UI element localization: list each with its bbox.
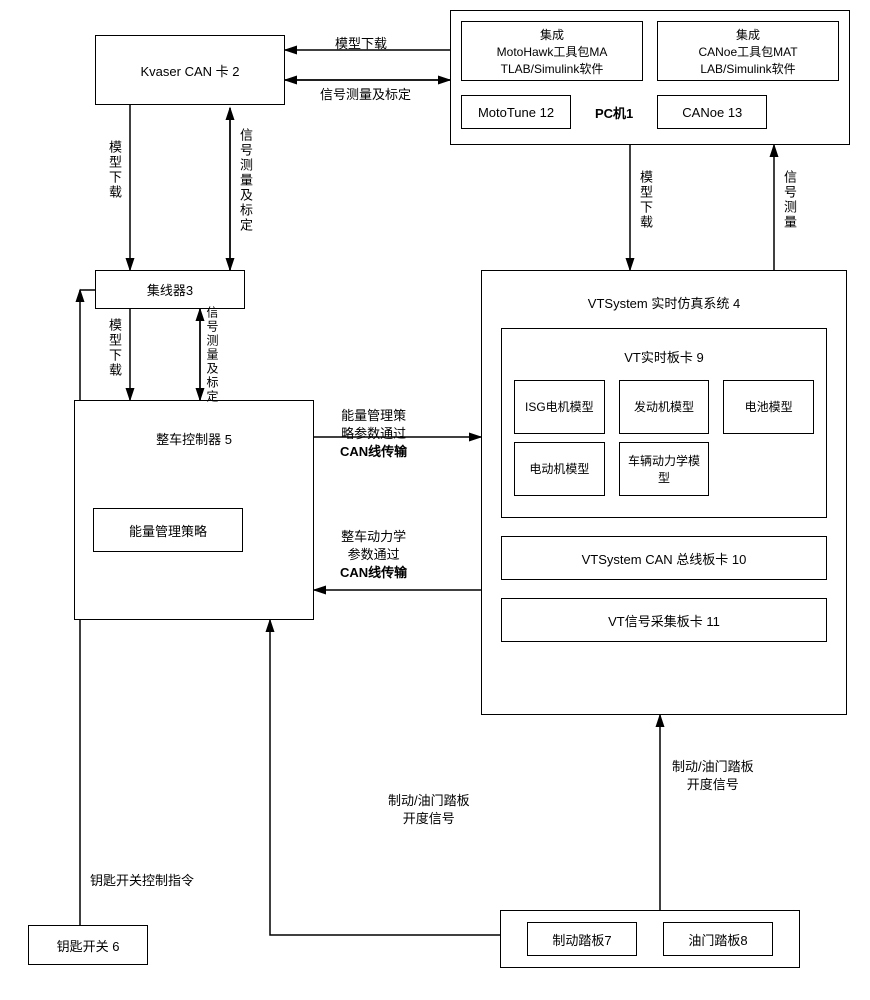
battery-box: 电池模型 xyxy=(723,380,814,434)
sw2-l1: 集成 xyxy=(736,26,760,43)
pc-title: PC机1 xyxy=(595,103,633,122)
canboard-box: VTSystem CAN 总线板卡 10 xyxy=(501,536,827,580)
mototune-box: MotoTune 12 xyxy=(461,95,571,129)
sw2-l2: CANoe工具包MAT xyxy=(698,43,797,60)
hub-label: 集线器3 xyxy=(147,280,193,299)
dynamics-box: 车辆动力学模型 xyxy=(619,442,710,496)
lbl-can-up: 能量管理策 略参数通过 CAN线传输 xyxy=(340,407,407,462)
can-dn-l3: CAN线传输 xyxy=(340,565,407,580)
lbl-kvaser-hub-dl: 模型下载 xyxy=(105,140,124,200)
vt-title: VTSystem 实时仿真系统 4 xyxy=(588,296,740,311)
sw1-l2: MotoHawk工具包MA xyxy=(497,43,608,60)
can-dn-l1: 整车动力学 xyxy=(341,529,406,544)
strategy-box: 能量管理策略 xyxy=(93,508,243,552)
can-up-l2: 略参数通过 xyxy=(341,426,406,441)
brake-box: 制动踏板7 xyxy=(527,922,637,956)
key-box: 钥匙开关 6 xyxy=(28,925,148,965)
lbl-model-dl-top: 模型下载 xyxy=(335,33,387,52)
vcu-box: 整车控制器 5 能量管理策略 xyxy=(74,400,314,620)
mototune-label: MotoTune 12 xyxy=(478,105,554,120)
vt9-title: VT实时板卡 9 xyxy=(624,350,703,365)
can-up-l3: CAN线传输 xyxy=(340,444,407,459)
pedal-vt-l2: 开度信号 xyxy=(687,777,739,792)
sw1-box: 集成 MotoHawk工具包MA TLAB/Simulink软件 xyxy=(461,21,643,81)
sw1-l1: 集成 xyxy=(540,26,564,43)
lbl-can-dn: 整车动力学 参数通过 CAN线传输 xyxy=(340,528,407,583)
isg-box: ISG电机模型 xyxy=(514,380,605,434)
vt9-box: VT实时板卡 9 ISG电机模型 发动机模型 电池模型 电动机模型 车辆动力学模… xyxy=(501,328,827,518)
lbl-vt-pc-sig: 信号测量 xyxy=(780,170,799,230)
canoe-label: CANoe 13 xyxy=(682,105,742,120)
canoe-box: CANoe 13 xyxy=(657,95,767,129)
can-up-l1: 能量管理策 xyxy=(341,408,406,423)
lbl-hub-vcu-dl: 模型下载 xyxy=(105,318,124,378)
sw1-l3: TLAB/Simulink软件 xyxy=(501,60,604,77)
brake-label: 制动踏板7 xyxy=(552,930,611,949)
can-dn-l2: 参数通过 xyxy=(348,547,400,562)
pedal-vt-l1: 制动/油门踏板 xyxy=(672,759,754,774)
vcu-title: 整车控制器 5 xyxy=(156,432,232,447)
sw2-box: 集成 CANoe工具包MAT LAB/Simulink软件 xyxy=(657,21,839,81)
lbl-signal-top: 信号测量及标定 xyxy=(320,84,411,103)
hub-box: 集线器3 xyxy=(95,270,245,309)
pedal-vcu-l2: 开度信号 xyxy=(403,811,455,826)
sw2-l3: LAB/Simulink软件 xyxy=(700,60,795,77)
key-label: 钥匙开关 6 xyxy=(57,936,120,955)
engine-label: 发动机模型 xyxy=(634,398,694,415)
battery-label: 电池模型 xyxy=(745,398,793,415)
motor-label: 电动机模型 xyxy=(529,460,589,477)
lbl-key-cmd: 钥匙开关控制指令 xyxy=(90,870,194,889)
isg-label: ISG电机模型 xyxy=(525,398,594,415)
signalboard-label: VT信号采集板卡 11 xyxy=(608,611,720,630)
kvaser-label: Kvaser CAN 卡 2 xyxy=(141,61,240,80)
pc-box: 集成 MotoHawk工具包MA TLAB/Simulink软件 集成 CANo… xyxy=(450,10,850,145)
lbl-pedal-vt: 制动/油门踏板 开度信号 xyxy=(672,758,754,794)
lbl-kvaser-hub-sig: 信号测量及标定 xyxy=(236,128,255,233)
canboard-label: VTSystem CAN 总线板卡 10 xyxy=(582,549,747,568)
accel-label: 油门踏板8 xyxy=(688,930,747,949)
engine-box: 发动机模型 xyxy=(619,380,710,434)
motor-box: 电动机模型 xyxy=(514,442,605,496)
strategy-label: 能量管理策略 xyxy=(129,521,207,540)
pedal-vcu-l1: 制动/油门踏板 xyxy=(388,793,470,808)
signalboard-box: VT信号采集板卡 11 xyxy=(501,598,827,642)
lbl-hub-vcu-sig: 信号测量及标定 xyxy=(204,306,221,404)
kvaser-box: Kvaser CAN 卡 2 xyxy=(95,35,285,105)
lbl-pedal-vcu: 制动/油门踏板 开度信号 xyxy=(388,792,470,828)
pedals-box: 制动踏板7 油门踏板8 xyxy=(500,910,800,968)
accel-box: 油门踏板8 xyxy=(663,922,773,956)
vtsystem-box: VTSystem 实时仿真系统 4 VT实时板卡 9 ISG电机模型 发动机模型… xyxy=(481,270,847,715)
dynamics-label: 车辆动力学模型 xyxy=(626,452,703,486)
lbl-pc-vt-dl: 模型下载 xyxy=(636,170,655,230)
